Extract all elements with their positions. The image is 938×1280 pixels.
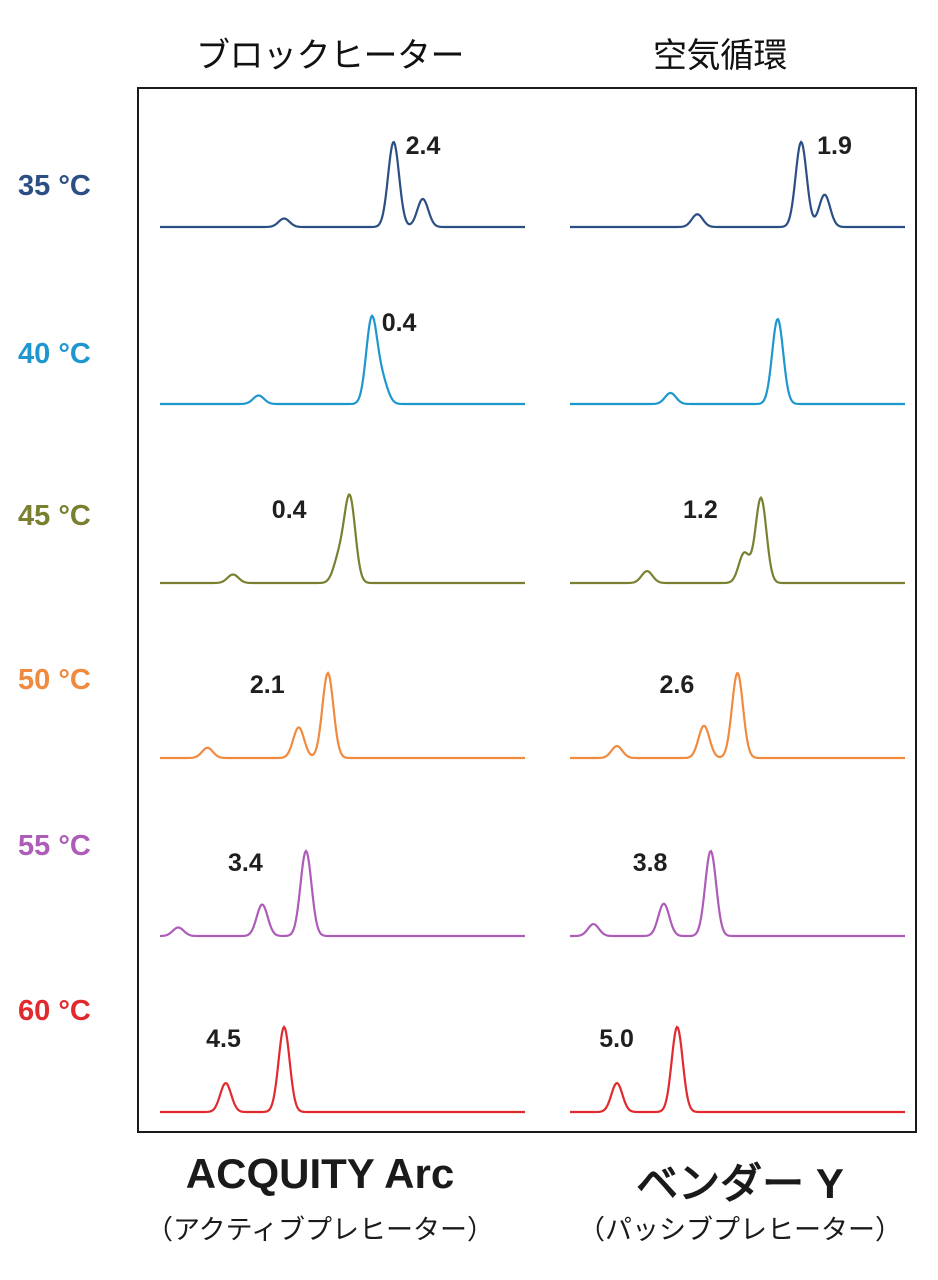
resolution-label-right: 1.9 bbox=[817, 132, 852, 160]
resolution-label-left: 2.4 bbox=[406, 132, 441, 160]
temperature-label: 50 °C bbox=[18, 664, 91, 696]
temperature-label: 55 °C bbox=[18, 830, 91, 862]
chromatogram-trace-right bbox=[570, 317, 905, 406]
resolution-label-right: 1.2 bbox=[683, 496, 718, 524]
temperature-label: 35 °C bbox=[18, 170, 91, 202]
resolution-label-left: 0.4 bbox=[272, 496, 307, 524]
chromatogram-trace-right bbox=[570, 1025, 905, 1114]
chromatogram-trace-right bbox=[570, 140, 905, 229]
right-system-name: ベンダー Y bbox=[636, 1160, 844, 1207]
resolution-label-left: 4.5 bbox=[206, 1025, 241, 1053]
resolution-label-left: 3.4 bbox=[228, 849, 263, 877]
resolution-label-left: 0.4 bbox=[382, 309, 417, 337]
chromatogram-trace-left bbox=[159, 849, 525, 938]
chromatogram-trace-left bbox=[160, 493, 525, 585]
right-column-title: 空気循環 bbox=[653, 36, 788, 76]
chromatogram-trace-right bbox=[570, 849, 905, 938]
left-column-title: ブロックヒーター bbox=[196, 36, 465, 76]
left-system-name: ACQUITY Arc bbox=[185, 1150, 455, 1197]
temperature-label: 45 °C bbox=[18, 500, 91, 532]
temperature-label: 60 °C bbox=[18, 995, 91, 1027]
chromatogram-trace-left bbox=[160, 314, 525, 406]
chromatogram-trace-right bbox=[570, 495, 905, 585]
right-system-subtitle: （パッシブプレヒーター） bbox=[578, 1215, 902, 1246]
chromatogram-trace-left bbox=[160, 1025, 525, 1114]
resolution-label-right: 2.6 bbox=[660, 671, 695, 699]
chromatogram-trace-right bbox=[570, 672, 905, 760]
chromatogram-trace-left bbox=[160, 140, 525, 229]
plot-frame bbox=[137, 87, 917, 1133]
chromatogram-trace-left bbox=[160, 671, 525, 760]
resolution-label-right: 3.8 bbox=[633, 849, 668, 877]
resolution-label-right: 5.0 bbox=[599, 1025, 634, 1053]
resolution-label-left: 2.1 bbox=[250, 671, 285, 699]
temperature-label: 40 °C bbox=[18, 338, 91, 370]
left-system-subtitle: （アクティブプレヒーター） bbox=[145, 1215, 495, 1246]
